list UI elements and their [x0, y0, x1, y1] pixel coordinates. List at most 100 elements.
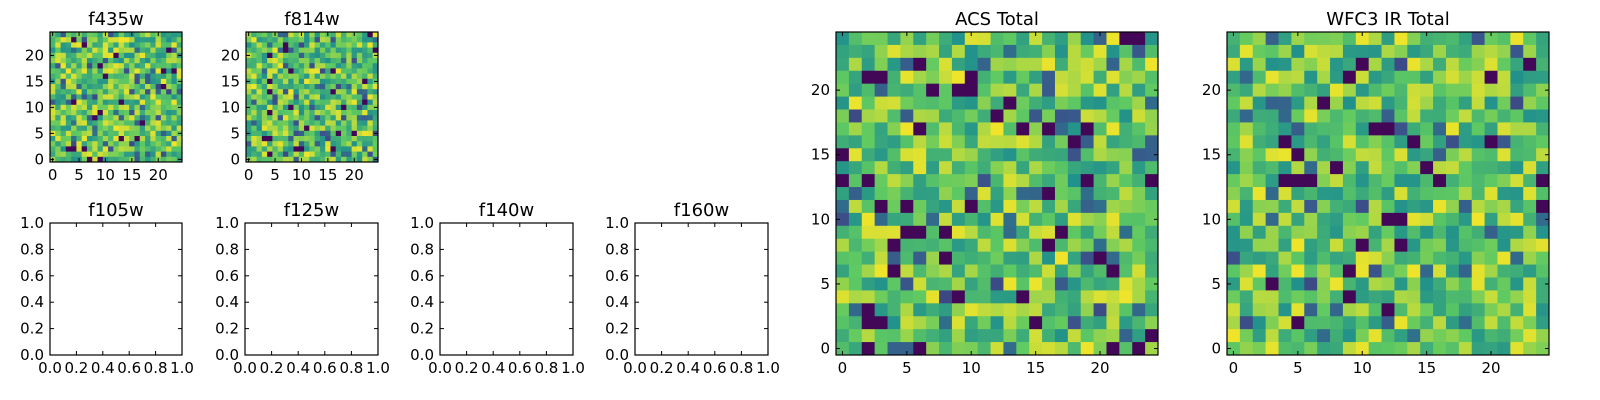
heatmap-cell [102, 73, 109, 80]
heatmap-cell [277, 73, 284, 80]
heatmap-cell [335, 37, 342, 43]
heatmap-cell [1265, 57, 1279, 72]
heatmap-cell [251, 47, 257, 54]
heatmap-cell [1458, 135, 1473, 149]
heatmap-cell [108, 68, 114, 74]
heatmap-cell [1016, 44, 1030, 59]
heatmap-cell [118, 94, 125, 100]
heatmap-cell [92, 42, 98, 48]
heatmap-cell [1119, 277, 1133, 291]
heatmap-cell [964, 83, 979, 97]
heatmap-cell [1016, 148, 1030, 162]
heatmap-cell [319, 151, 326, 158]
heatmap-cell [102, 84, 109, 90]
heatmap-cell [123, 89, 130, 95]
heatmap-cell [362, 52, 368, 59]
heatmap-cell [1252, 187, 1267, 201]
heatmap-cell [964, 303, 979, 317]
heatmap-cell [150, 89, 156, 95]
heatmap-cell [1080, 264, 1094, 278]
heatmap-cell [65, 63, 72, 69]
heatmap-cell [1106, 303, 1120, 317]
heatmap-cell [926, 251, 940, 265]
heatmap-cell [277, 125, 284, 132]
heatmap-cell [71, 68, 77, 74]
heatmap-cell [1119, 83, 1133, 97]
heatmap-cell [92, 52, 98, 59]
x-tick-label: 0.8 [339, 359, 363, 377]
heatmap-cell [836, 225, 850, 240]
heatmap-cell [1536, 32, 1550, 46]
heatmap-cell [964, 148, 979, 162]
heatmap-cell [1278, 122, 1292, 136]
heatmap-cell [1252, 290, 1267, 304]
heatmap-cell [267, 125, 273, 132]
heatmap-cell [1106, 148, 1120, 162]
heatmap-cell [1471, 109, 1485, 123]
heatmap-cell [129, 146, 135, 152]
heatmap-cell [314, 78, 321, 85]
heatmap-cell [1003, 44, 1017, 59]
heatmap-cell [160, 63, 167, 69]
heatmap-cell [139, 156, 146, 163]
heatmap-cell [81, 146, 88, 152]
heatmap-cell [346, 47, 352, 54]
heatmap-cell [97, 115, 104, 121]
heatmap-cell [261, 52, 268, 59]
heatmap-cell [272, 110, 279, 116]
heatmap-cell [1016, 225, 1030, 240]
heatmap-cell [1342, 83, 1357, 97]
heatmap-cell [134, 68, 141, 74]
heatmap-cell [1330, 187, 1344, 201]
heatmap-cell [76, 146, 83, 152]
heatmap-cell [304, 42, 310, 48]
heatmap-cell [367, 47, 374, 54]
heatmap-cell [1304, 135, 1318, 149]
heatmap-cell [1304, 83, 1318, 97]
heatmap-cell [1433, 32, 1447, 46]
heatmap-cell [155, 89, 162, 95]
heatmap-cell [1042, 342, 1056, 356]
heatmap-cell [926, 161, 940, 175]
heatmap-cell [1029, 122, 1043, 136]
heatmap-cell [1497, 57, 1511, 72]
heatmap-cell [1093, 57, 1107, 72]
heatmap-cell [139, 94, 146, 100]
heatmap-cell [874, 96, 888, 110]
heatmap-cell [282, 58, 289, 64]
heatmap-cell [309, 130, 316, 137]
heatmap-cell [102, 110, 109, 116]
heatmap-cell [1368, 187, 1382, 201]
heatmap-cell [123, 52, 130, 59]
heatmap-cell [97, 104, 104, 111]
x-tick-label: 0.2 [64, 359, 88, 377]
heatmap-cell [1497, 109, 1511, 123]
heatmap-cell [1510, 303, 1524, 317]
heatmap-cell [1381, 83, 1395, 97]
heatmap-cell [1317, 174, 1331, 188]
heatmap-cell [874, 212, 888, 227]
heatmap-cell [1510, 57, 1524, 72]
heatmap-cell [351, 78, 358, 85]
heatmap-cell [1536, 264, 1550, 278]
heatmap-cell [1510, 83, 1524, 97]
heatmap-cell [1394, 212, 1408, 227]
heatmap-cell [1330, 70, 1344, 85]
heatmap-cell [346, 63, 352, 69]
heatmap-cell [1381, 44, 1395, 59]
heatmap-cell [1484, 329, 1498, 343]
heatmap-cell [267, 73, 273, 80]
heatmap-cell [1471, 174, 1485, 188]
heatmap-cell [309, 78, 316, 85]
heatmap-cell [267, 32, 273, 38]
heatmap-cell [304, 32, 310, 38]
heatmap-cell [367, 156, 374, 163]
heatmap-cell [1093, 161, 1107, 175]
heatmap-cell [977, 277, 991, 291]
heatmap-cell [309, 89, 316, 95]
heatmap-cell [861, 264, 876, 278]
heatmap-cell [367, 42, 374, 48]
heatmap-cell [267, 58, 273, 64]
heatmap-cell [1394, 225, 1408, 240]
heatmap-cell [298, 68, 305, 74]
